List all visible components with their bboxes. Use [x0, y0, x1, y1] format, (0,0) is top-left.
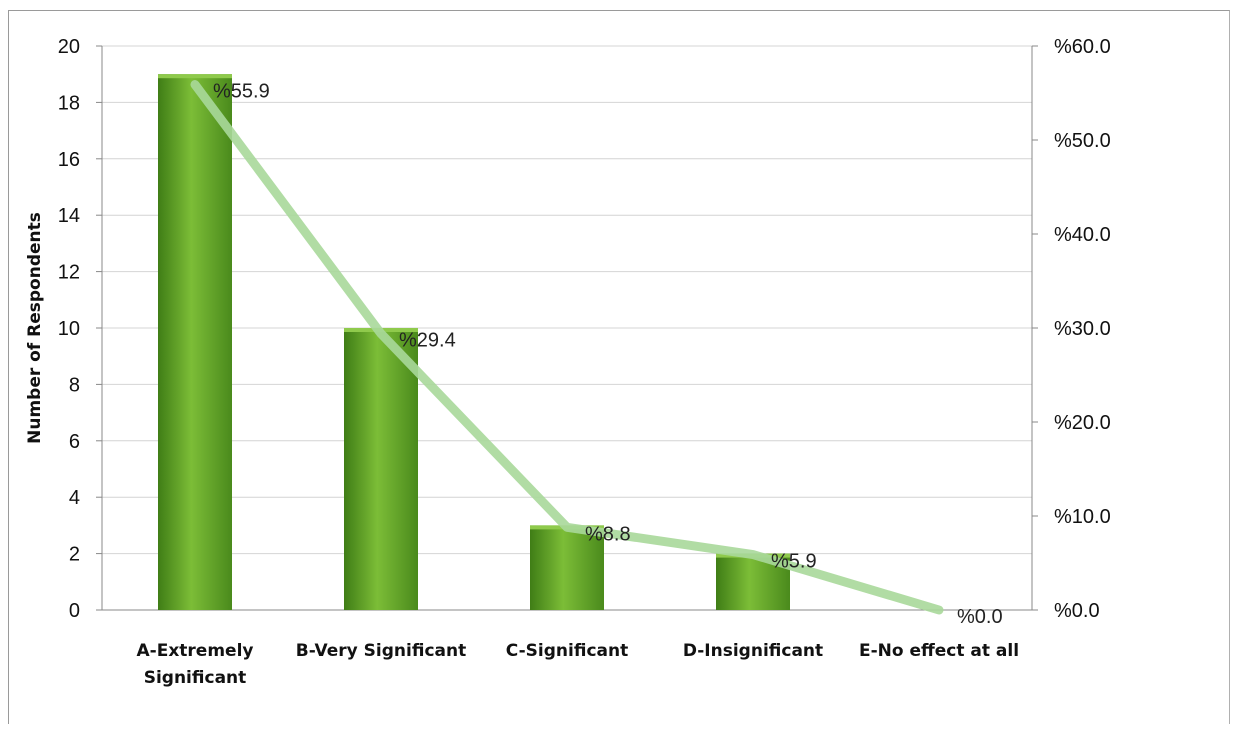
left-tick-label: 18 — [58, 92, 80, 114]
left-tick-label: 12 — [58, 262, 80, 284]
right-tick-label: %30.0 — [1054, 318, 1111, 340]
bar-top — [158, 74, 232, 78]
category-label: A-Extremely — [137, 641, 254, 661]
left-tick-label: 10 — [58, 318, 80, 340]
percent-data-label: %5.9 — [771, 551, 817, 573]
left-tick-label: 8 — [69, 374, 80, 396]
percent-line-series — [195, 85, 939, 610]
y-axis-label: Number of Respondents — [25, 212, 45, 444]
bar — [344, 328, 418, 610]
right-tick-label: %40.0 — [1054, 224, 1111, 246]
left-tick-label: 2 — [69, 544, 80, 566]
percent-data-label: %0.0 — [957, 606, 1003, 628]
left-tick-label: 4 — [69, 487, 80, 509]
left-tick-label: 6 — [69, 431, 80, 453]
right-tick-label: %0.0 — [1054, 600, 1100, 622]
right-tick-label: %50.0 — [1054, 130, 1111, 152]
percent-data-label: %8.8 — [585, 523, 631, 545]
percent-data-label: %29.4 — [399, 330, 456, 352]
left-tick-label: 16 — [58, 149, 80, 171]
category-label: D-Insignificant — [683, 641, 823, 661]
category-label: C-Significant — [506, 641, 628, 661]
percent-data-label: %55.9 — [213, 81, 270, 103]
category-label: E-No effect at all — [859, 641, 1019, 661]
category-label: Significant — [144, 668, 247, 688]
bar — [158, 74, 232, 610]
right-tick-label: %10.0 — [1054, 506, 1111, 528]
left-tick-label: 20 — [58, 36, 80, 58]
right-tick-label: %20.0 — [1054, 412, 1111, 434]
left-tick-label: 0 — [69, 600, 80, 622]
right-tick-label: %60.0 — [1054, 36, 1111, 58]
left-tick-label: 14 — [58, 205, 80, 227]
percent-line — [195, 85, 939, 610]
category-label: B-Very Significant — [296, 641, 466, 661]
